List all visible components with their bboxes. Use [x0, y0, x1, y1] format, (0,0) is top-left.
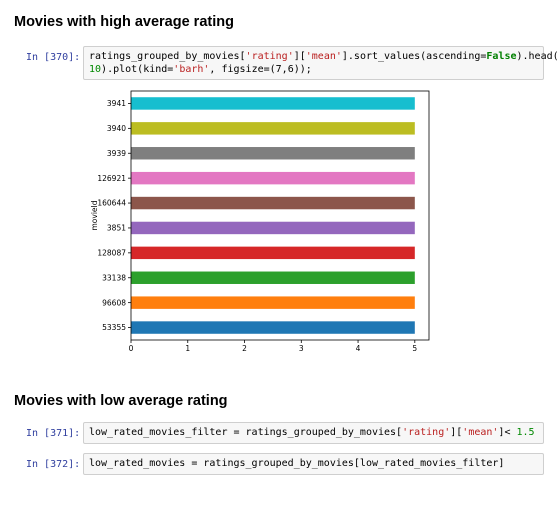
- code-string: 'rating': [246, 51, 294, 62]
- y-tick-label: 128087: [97, 248, 126, 257]
- code-cell-371[interactable]: low_rated_movies_filter = ratings_groupe…: [83, 422, 544, 444]
- y-tick-label: 3940: [107, 124, 126, 133]
- x-tick-label: 5: [412, 344, 417, 353]
- y-tick-label: 33138: [102, 273, 126, 282]
- cell-prompt-371: In [371]:: [26, 428, 80, 439]
- code-text: low_rated_movies_filter = ratings_groupe…: [89, 427, 402, 438]
- bar-128087: [131, 247, 415, 259]
- code-string: 'mean': [462, 427, 498, 438]
- x-tick-label: 4: [356, 344, 361, 353]
- code-text: ).plot(kind=: [101, 64, 173, 75]
- code-text: ][: [450, 427, 462, 438]
- code-string: 'mean': [306, 51, 342, 62]
- code-text: ).head(: [517, 51, 559, 62]
- code-string: 'rating': [402, 427, 450, 438]
- x-tick-label: 2: [242, 344, 247, 353]
- code-cell-370[interactable]: ratings_grouped_by_movies['rating']['mea…: [83, 46, 544, 80]
- y-tick-label: 3941: [107, 99, 126, 108]
- x-tick-label: 0: [129, 344, 134, 353]
- bar-3940: [131, 122, 415, 134]
- code-keyword: False: [486, 51, 516, 62]
- bar-33138: [131, 272, 415, 284]
- code-number: 1.5: [516, 427, 534, 438]
- code-string: 'barh': [173, 64, 209, 75]
- bar-96608: [131, 296, 415, 308]
- y-tick-label: 53355: [102, 323, 126, 332]
- bar-126921: [131, 172, 415, 184]
- y-tick-label: 96608: [102, 298, 126, 307]
- code-text: ratings_grouped_by_movies[: [89, 51, 246, 62]
- y-tick-label: 3939: [107, 149, 126, 158]
- y-tick-label: 126921: [97, 174, 126, 183]
- bar-3939: [131, 147, 415, 159]
- code-cell-372[interactable]: low_rated_movies = ratings_grouped_by_mo…: [83, 453, 544, 475]
- section-heading-low: Movies with low average rating: [14, 393, 228, 409]
- code-text: , figsize=(7,6));: [209, 64, 311, 75]
- code-text: ].sort_values(ascending=: [342, 51, 487, 62]
- x-tick-label: 1: [185, 344, 190, 353]
- y-tick-label: 160644: [97, 199, 126, 208]
- section-heading-high: Movies with high average rating: [14, 14, 234, 30]
- cell-prompt-370: In [370]:: [26, 52, 80, 63]
- code-number: 10: [89, 64, 101, 75]
- code-text: ][: [294, 51, 306, 62]
- y-axis-label: movieId: [90, 200, 99, 230]
- x-tick-label: 3: [299, 344, 304, 353]
- code-text: low_rated_movies = ratings_grouped_by_mo…: [89, 458, 504, 469]
- code-text: ]<: [498, 427, 516, 438]
- bar-3941: [131, 97, 415, 109]
- y-tick-label: 3851: [107, 224, 126, 233]
- bar-53355: [131, 321, 415, 333]
- cell-prompt-372: In [372]:: [26, 459, 80, 470]
- bar-3851: [131, 222, 415, 234]
- bar-chart: 53355 96608 33138 128087 3851 160644 126921 393…: [84, 88, 444, 360]
- bar-160644: [131, 197, 415, 209]
